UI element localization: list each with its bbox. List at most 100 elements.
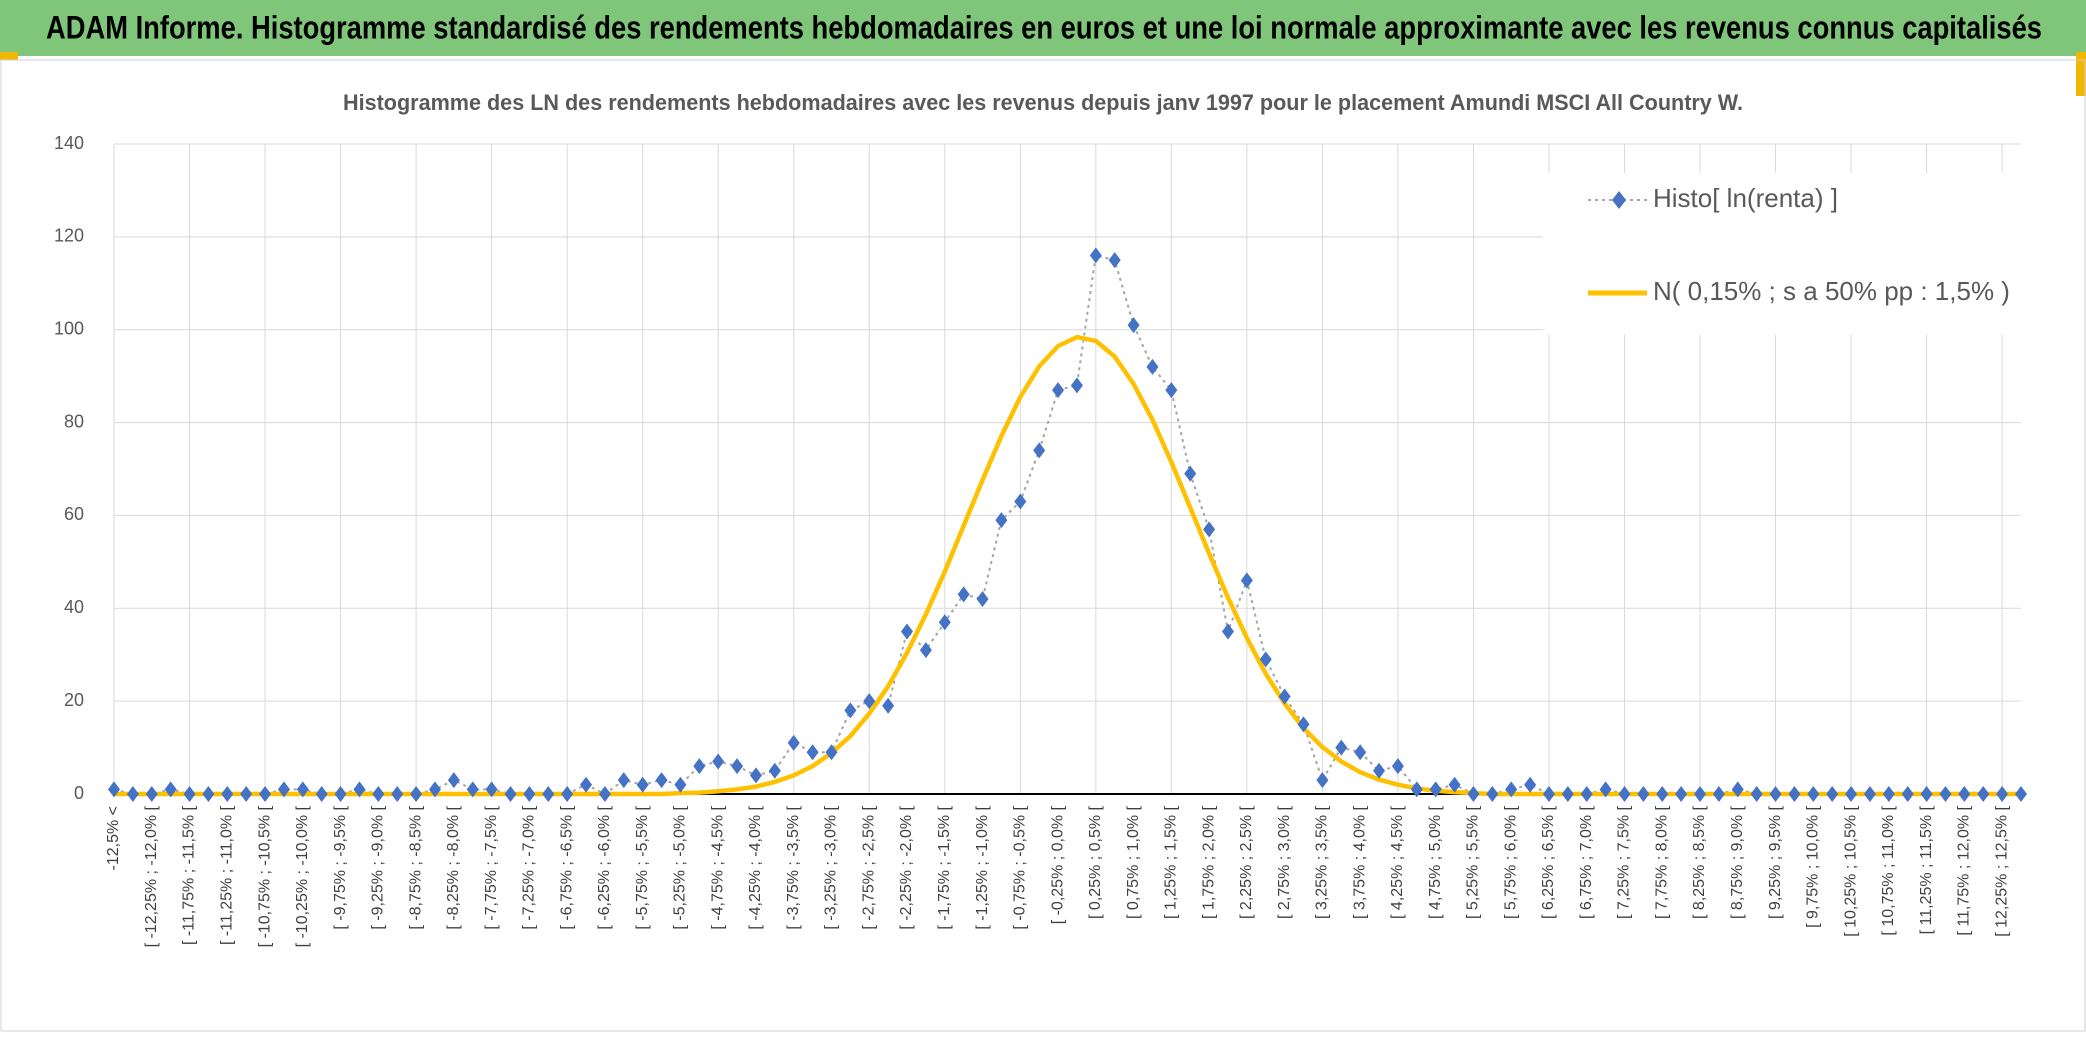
- x-tick-label: [ 11,25% ; 11,5% [: [1918, 805, 1935, 934]
- data-point: [1901, 786, 1914, 802]
- y-tick-label: 60: [64, 504, 84, 524]
- data-point: [919, 642, 932, 659]
- data-point: [1391, 758, 1404, 775]
- data-point: [1731, 781, 1744, 798]
- x-tick-label: [ -3,75% ; -3,5% [: [785, 805, 802, 929]
- x-tick-label: [ -1,25% ; -1,0% [: [974, 805, 991, 929]
- data-point: [1297, 716, 1310, 733]
- data-point: [504, 786, 517, 802]
- x-tick-label: [ -5,75% ; -5,5% [: [634, 805, 651, 929]
- data-point: [1826, 786, 1839, 802]
- data-point: [768, 762, 781, 779]
- x-tick-label: [ 1,25% ; 1,5% [: [1163, 805, 1180, 919]
- data-point: [2015, 786, 2027, 802]
- data-point: [1070, 377, 1083, 394]
- data-point: [976, 591, 989, 607]
- data-point: [108, 781, 120, 798]
- data-point: [617, 772, 630, 789]
- x-tick-label: [ 1,75% ; 2,0% [: [1200, 805, 1217, 919]
- x-tick-label: [ 5,75% ; 6,0% [: [1502, 805, 1519, 919]
- data-point: [882, 697, 895, 714]
- x-tick-label: [ 0,75% ; 1,0% [: [1125, 805, 1142, 919]
- x-tick-label: [ 3,75% ; 4,0% [: [1351, 805, 1368, 919]
- x-tick-label: [ 7,75% ; 8,0% [: [1653, 805, 1670, 919]
- corner-accent: [2076, 52, 2086, 96]
- data-point: [126, 786, 139, 802]
- legend-label: N( 0,15% ; s a 50% pp : 1,5% ): [1653, 276, 2010, 306]
- data-point: [1127, 317, 1140, 334]
- data-point: [1448, 776, 1461, 793]
- header-bar: [0, 0, 2086, 56]
- data-point: [428, 781, 441, 798]
- data-point: [485, 781, 498, 798]
- y-tick-label: 140: [54, 133, 84, 153]
- data-point: [1486, 786, 1499, 802]
- data-point: [1410, 781, 1423, 798]
- data-point: [787, 734, 800, 751]
- chart-border: [0, 59, 2086, 1032]
- data-point: [806, 744, 819, 761]
- data-point: [466, 781, 479, 798]
- x-tick-label: [ -4,75% ; -4,5% [: [709, 805, 726, 929]
- data-point: [693, 758, 706, 775]
- x-tick-label: [ 5,25% ; 5,5% [: [1465, 805, 1482, 919]
- x-tick-label: [ 9,25% ; 9,5% [: [1767, 805, 1784, 919]
- corner-accent: [0, 52, 18, 60]
- x-tick-label: [ -1,75% ; -1,5% [: [936, 805, 953, 929]
- data-point: [145, 786, 158, 802]
- x-tick-label: [ -8,25% ; -8,0% [: [445, 805, 462, 929]
- data-point: [1221, 623, 1234, 640]
- data-point: [1788, 786, 1801, 802]
- x-tick-label: [ 8,25% ; 8,5% [: [1691, 805, 1708, 919]
- x-tick-label: [ 4,75% ; 5,0% [: [1427, 805, 1444, 919]
- data-point: [1580, 786, 1593, 802]
- data-point: [1618, 786, 1631, 802]
- legend-label: Histo[ ln(renta) ]: [1653, 183, 1838, 213]
- data-point: [372, 786, 385, 802]
- x-tick-label: [ -12,25% ; -12,0% [: [143, 805, 160, 947]
- data-point: [296, 781, 309, 798]
- data-point: [731, 758, 744, 775]
- x-tick-label: [ 4,25% ; 4,5% [: [1389, 805, 1406, 919]
- data-point: [1996, 786, 2009, 802]
- data-point: [1958, 786, 1971, 802]
- x-tick-label: [ 3,25% ; 3,5% [: [1314, 805, 1331, 919]
- x-tick-label: [ -2,25% ; -2,0% [: [898, 805, 915, 929]
- data-point: [523, 786, 536, 802]
- data-point: [1542, 786, 1555, 802]
- data-point: [1052, 382, 1065, 399]
- x-tick-label: [ 10,25% ; 10,5% [: [1842, 805, 1859, 936]
- data-point: [1863, 786, 1876, 802]
- x-tick-label: [ -9,75% ; -9,5% [: [332, 805, 349, 929]
- data-point: [1524, 776, 1537, 793]
- y-tick-label: 120: [54, 226, 84, 246]
- data-point: [1335, 739, 1348, 756]
- x-tick-label: [ 6,25% ; 6,5% [: [1540, 805, 1557, 919]
- data-point: [1033, 442, 1046, 459]
- data-point: [164, 781, 177, 798]
- x-tick-label: [ -0,75% ; -0,5% [: [1012, 805, 1029, 929]
- data-point: [561, 786, 574, 802]
- data-point: [1354, 744, 1367, 761]
- x-tick-label: -12,5% <: [105, 806, 122, 870]
- x-tick-label: [ 7,25% ; 7,5% [: [1616, 805, 1633, 919]
- x-tick-label: [ -3,25% ; -3,0% [: [823, 805, 840, 929]
- data-point: [221, 786, 234, 802]
- data-point: [1599, 781, 1612, 798]
- data-point: [863, 693, 876, 710]
- x-tick-label: [ 0,25% ; 0,5% [: [1087, 805, 1104, 919]
- x-tick-label: [ -8,75% ; -8,5% [: [407, 805, 424, 929]
- data-point: [259, 786, 272, 802]
- data-point: [1675, 786, 1688, 802]
- x-tick-label: [ 10,75% ; 11,0% [: [1880, 805, 1897, 935]
- x-tick-label: [ -10,75% ; -10,5% [: [256, 805, 273, 947]
- x-tick-label: [ -6,75% ; -6,5% [: [558, 805, 575, 929]
- data-point: [334, 786, 347, 802]
- x-tick-label: [ -5,25% ; -5,0% [: [672, 805, 689, 929]
- data-point: [1165, 382, 1178, 399]
- x-tick-label: [ 2,25% ; 2,5% [: [1238, 805, 1255, 919]
- data-point: [1259, 651, 1272, 668]
- data-point: [542, 786, 555, 802]
- data-point: [447, 772, 460, 789]
